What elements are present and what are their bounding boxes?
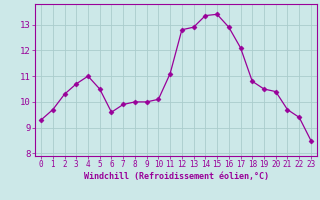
X-axis label: Windchill (Refroidissement éolien,°C): Windchill (Refroidissement éolien,°C) — [84, 172, 268, 181]
